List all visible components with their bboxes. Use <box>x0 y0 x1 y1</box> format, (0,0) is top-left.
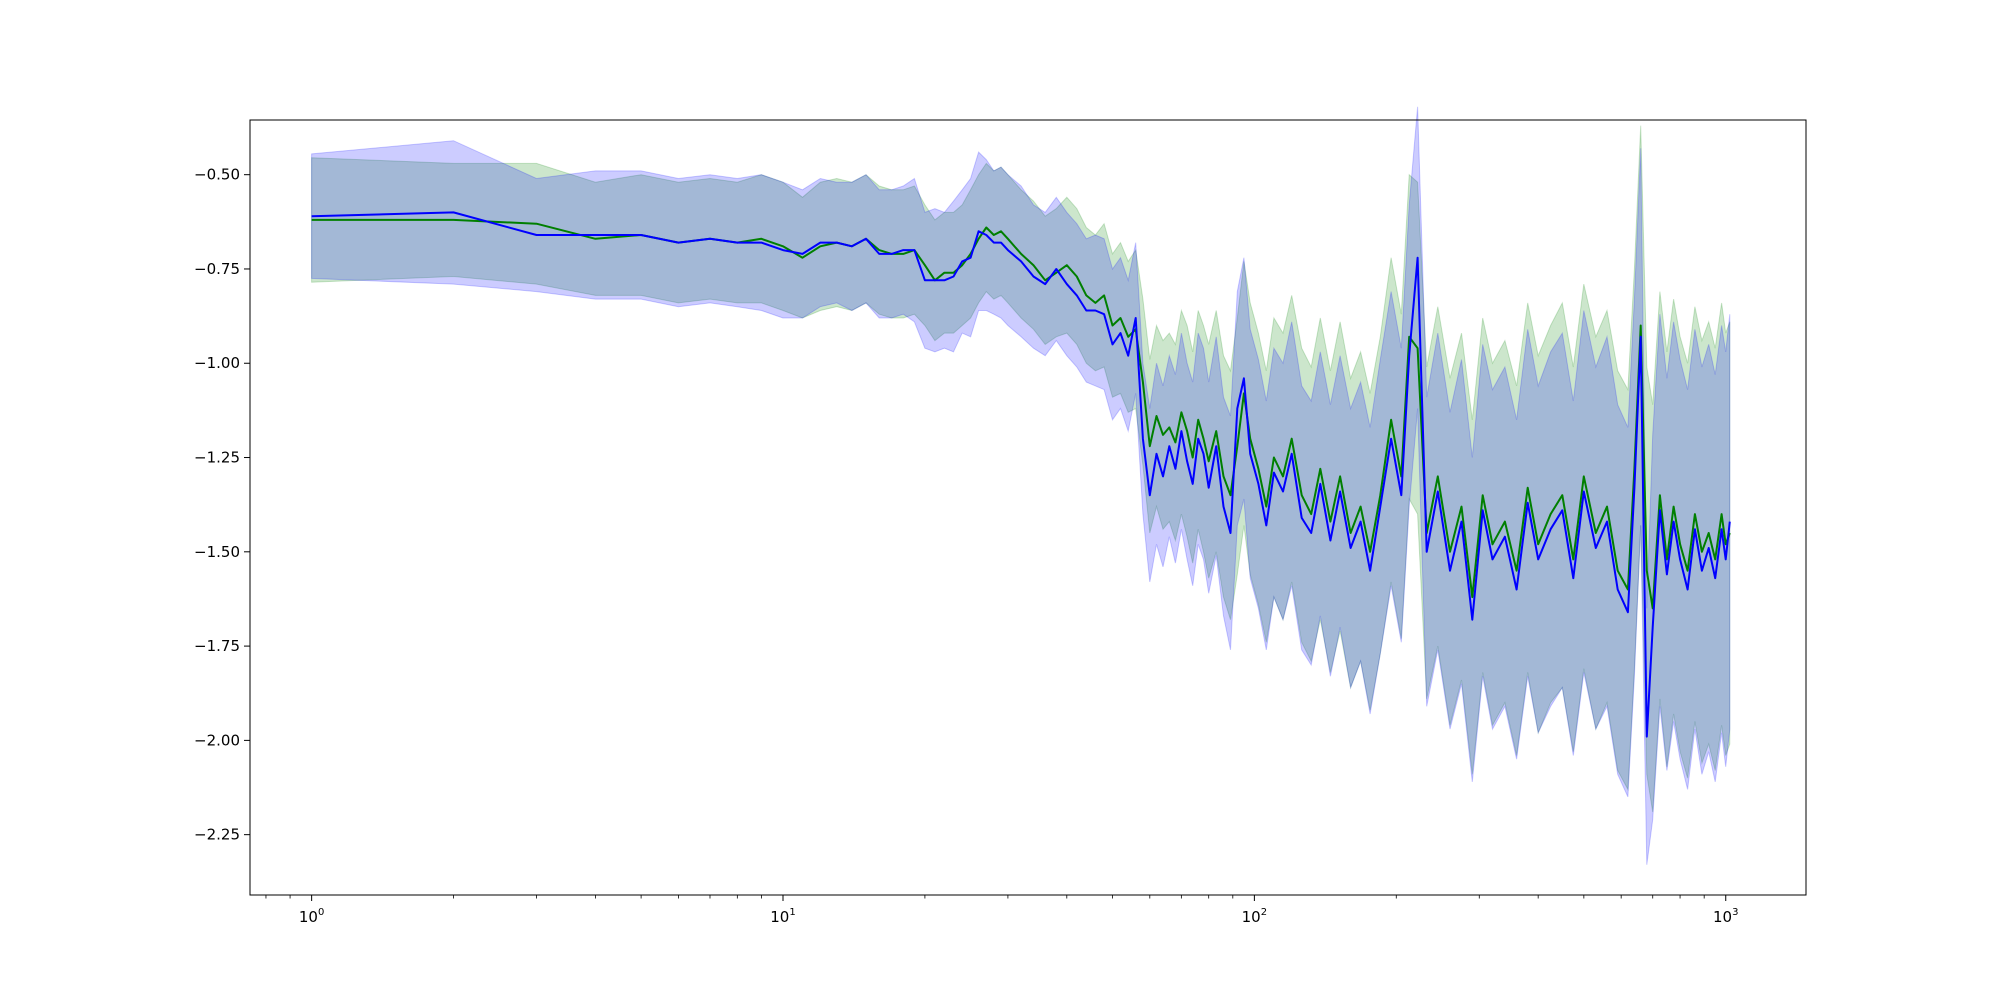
x-tick-label: 103 <box>1713 907 1738 926</box>
y-tick-label: −1.75 <box>194 637 240 655</box>
series-2-line <box>311 211 1731 738</box>
y-tick-label: −1.50 <box>194 543 240 561</box>
series-1-line <box>311 218 1731 610</box>
x-tick-label: 101 <box>770 907 795 926</box>
confidence-bands <box>311 106 1731 865</box>
series-1-band <box>311 125 1731 813</box>
y-tick-label: −1.25 <box>194 449 240 467</box>
plot-area <box>249 106 1807 896</box>
series-2-band <box>311 106 1731 865</box>
x-axis: 100 101 102 103 <box>265 895 1738 926</box>
y-tick-label: −0.50 <box>194 166 240 184</box>
x-tick-label: 102 <box>1242 907 1267 926</box>
y-tick-label: −2.25 <box>194 826 240 844</box>
y-tick-label: −1.00 <box>194 354 240 372</box>
y-tick-label: −2.00 <box>194 731 240 749</box>
y-axis: −0.50 −0.75 −1.00 −1.25 −1.50 −1.75 −2.00 −2.25 <box>194 166 250 844</box>
axes-frame <box>249 119 1807 896</box>
series-lines <box>311 211 1731 738</box>
x-tick-label: 100 <box>299 907 324 926</box>
y-tick-label: −0.75 <box>194 260 240 278</box>
